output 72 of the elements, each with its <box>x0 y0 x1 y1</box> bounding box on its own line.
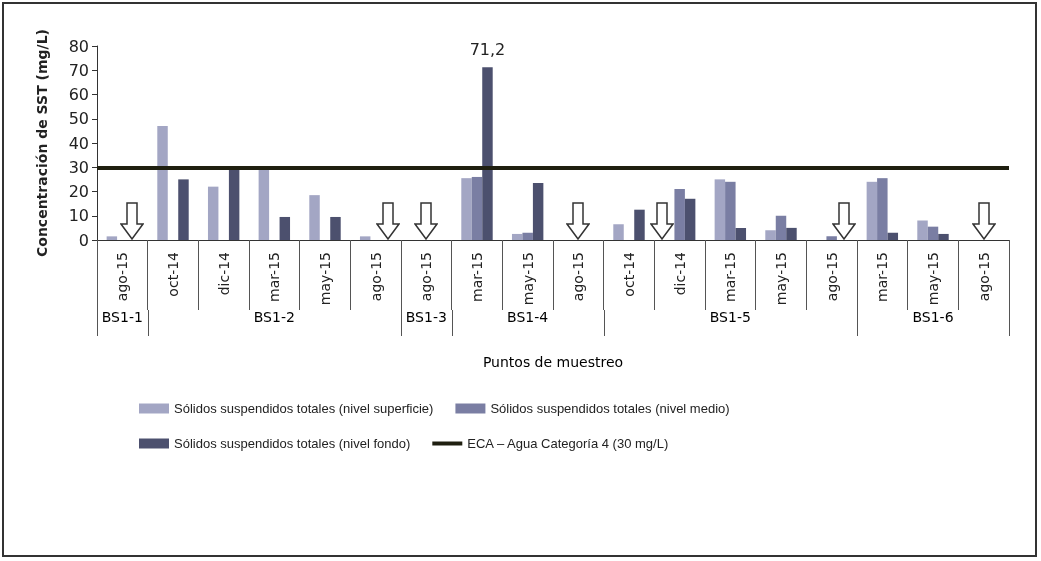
legend-label: ECA – Agua Categoría 4 (30 mg/L) <box>467 436 669 451</box>
x-tick-label: may-15 <box>773 252 789 306</box>
x-tick-label: ago-15 <box>823 252 840 302</box>
y-tick-label: 70 <box>68 60 89 80</box>
x-tick-label: oct-14 <box>621 251 637 297</box>
bar <box>279 216 291 240</box>
legend-label: Sólidos suspendidos totales (nivel fondo) <box>174 436 411 451</box>
x-tick-label: dic-14 <box>671 251 688 296</box>
text: BS1-5 <box>709 309 751 325</box>
x-tick-label: mar-15 <box>722 252 739 302</box>
text: BS1-3 <box>405 309 447 325</box>
y-tick-label: 20 <box>68 182 89 201</box>
bar <box>714 179 726 240</box>
legend-label: Sólidos suspendidos totales (nivel superficie) <box>174 401 434 416</box>
bar <box>228 167 240 240</box>
bar <box>735 227 747 240</box>
x-tick-label: may-15 <box>317 252 333 306</box>
bar <box>765 230 776 240</box>
x-tick-label: ago-15 <box>975 252 992 302</box>
bar <box>938 233 949 240</box>
text: BS1-1 <box>101 309 143 325</box>
bar <box>258 169 270 240</box>
bar <box>877 178 888 240</box>
x-tick-label: ago-15 <box>367 252 384 302</box>
x-tick-label: mar-15 <box>266 252 283 302</box>
bar <box>613 224 624 240</box>
bar <box>866 181 878 240</box>
y-tick-label: 0 <box>78 230 89 250</box>
text: BS1-2 <box>253 309 295 325</box>
bar <box>461 178 472 240</box>
x-axis-title: Puntos de muestreo <box>482 354 624 370</box>
bar <box>786 227 797 240</box>
legend-label: Sólidos suspendidos totales (nivel medio) <box>490 401 730 416</box>
y-tick-label: 80 <box>68 36 89 56</box>
y-tick-label: 60 <box>68 85 89 104</box>
data-label: 71,2 <box>469 39 506 59</box>
bar <box>917 220 928 240</box>
y-tick-label: 40 <box>68 133 89 153</box>
bar <box>887 232 899 240</box>
bar <box>634 209 645 240</box>
bar <box>725 181 736 240</box>
x-tick-label: may-15 <box>925 252 941 306</box>
bar <box>309 195 320 240</box>
x-tick-label: mar-15 <box>469 252 485 302</box>
bar <box>207 186 219 240</box>
bar <box>927 226 939 240</box>
bar <box>106 236 118 240</box>
x-tick-label: dic-14 <box>215 251 232 296</box>
x-tick-label: ago-15 <box>570 252 587 302</box>
y-tick-label: 10 <box>68 206 89 226</box>
bar <box>359 236 371 240</box>
bar <box>471 176 483 240</box>
bar <box>330 216 341 240</box>
text: BS1-4 <box>507 309 549 325</box>
x-tick-label: may-15 <box>519 252 536 306</box>
y-axis-title: Concentración de SST (mg/L) <box>34 28 50 258</box>
bar <box>511 233 523 240</box>
bar <box>178 179 189 240</box>
bar <box>684 198 696 240</box>
bar <box>522 232 533 240</box>
x-tick-label: ago-15 <box>114 252 131 302</box>
x-tick-label: mar-15 <box>874 252 891 302</box>
bar <box>157 126 168 240</box>
bar <box>826 236 837 240</box>
text: BS1-6 <box>912 309 954 325</box>
y-tick-label: 30 <box>68 157 89 177</box>
bar <box>775 215 787 240</box>
bar <box>532 183 544 240</box>
x-tick-label: ago-15 <box>418 252 435 302</box>
x-tick-label: oct-14 <box>165 251 181 297</box>
y-tick-label: 50 <box>68 109 89 129</box>
bar <box>482 67 493 240</box>
